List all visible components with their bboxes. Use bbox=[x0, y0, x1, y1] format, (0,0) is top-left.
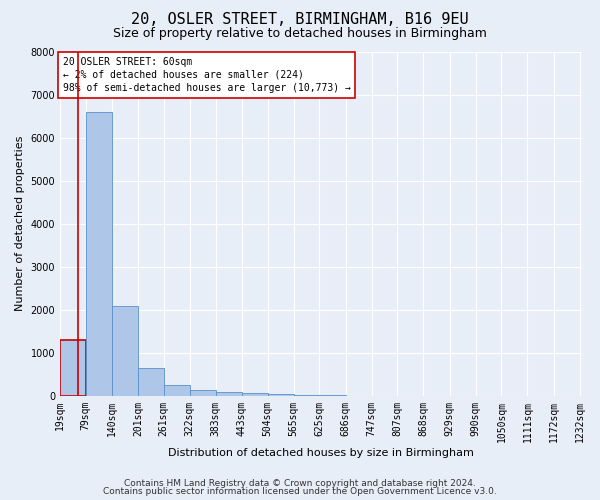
Text: Contains HM Land Registry data © Crown copyright and database right 2024.: Contains HM Land Registry data © Crown c… bbox=[124, 478, 476, 488]
Bar bbox=[112, 306, 138, 396]
Bar bbox=[86, 112, 112, 396]
Bar bbox=[164, 385, 190, 396]
Y-axis label: Number of detached properties: Number of detached properties bbox=[15, 136, 25, 312]
Bar bbox=[216, 392, 242, 396]
Bar bbox=[294, 394, 320, 396]
Text: 20 OSLER STREET: 60sqm
← 2% of detached houses are smaller (224)
98% of semi-det: 20 OSLER STREET: 60sqm ← 2% of detached … bbox=[62, 56, 350, 93]
Bar bbox=[190, 390, 216, 396]
Bar bbox=[60, 340, 86, 396]
Bar bbox=[138, 368, 164, 396]
Text: Contains public sector information licensed under the Open Government Licence v3: Contains public sector information licen… bbox=[103, 487, 497, 496]
Bar bbox=[268, 394, 294, 396]
Text: Size of property relative to detached houses in Birmingham: Size of property relative to detached ho… bbox=[113, 28, 487, 40]
Bar bbox=[242, 393, 268, 396]
X-axis label: Distribution of detached houses by size in Birmingham: Distribution of detached houses by size … bbox=[168, 448, 474, 458]
Text: 20, OSLER STREET, BIRMINGHAM, B16 9EU: 20, OSLER STREET, BIRMINGHAM, B16 9EU bbox=[131, 12, 469, 28]
